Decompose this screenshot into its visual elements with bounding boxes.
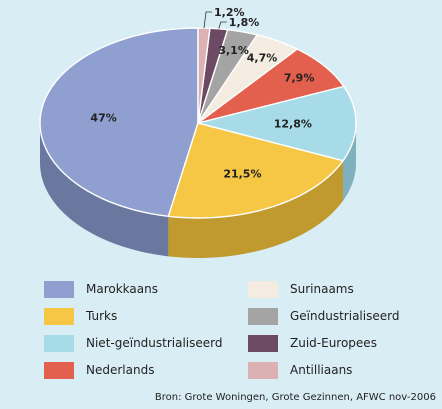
legend-item-zuid-europees: Zuid-Europees bbox=[248, 334, 377, 352]
legend-item-antilliaans: Antilliaans bbox=[248, 361, 352, 379]
slice-label-antilliaans: 1,2% bbox=[214, 6, 245, 19]
legend-swatch bbox=[44, 280, 74, 298]
legend-item-marokkaans: Marokkaans bbox=[44, 280, 158, 298]
legend-label: Geïndustrialiseerd bbox=[290, 309, 400, 323]
slice-labels: 47% 21,5% 12,8% 7,9% 4,7%3,1% 1,8%1,2% bbox=[90, 6, 314, 180]
legend-swatch bbox=[44, 307, 74, 325]
slice-label-nederlands: 7,9% bbox=[284, 71, 315, 84]
slice-label-zuid-europees: 1,8% bbox=[229, 16, 260, 29]
legend-item-turks: Turks bbox=[44, 307, 117, 325]
legend-swatch bbox=[44, 334, 74, 352]
pie-slice-geindustrialiseerd bbox=[197, 28, 258, 124]
legend-label: Surinaams bbox=[290, 282, 354, 296]
pie-slices bbox=[39, 27, 357, 219]
legend-item-surinaams: Surinaams bbox=[248, 280, 354, 298]
legend-swatch bbox=[44, 361, 74, 379]
label-leaders bbox=[203, 11, 227, 29]
slice-label-geindustrialiseerd: 3,1% bbox=[218, 44, 249, 57]
legend-swatch bbox=[248, 334, 278, 352]
slice-label-marokkaans: 47% bbox=[90, 112, 116, 125]
leader-line-zuid-europees bbox=[218, 21, 227, 29]
legend-swatch bbox=[248, 307, 278, 325]
legend-swatch bbox=[248, 280, 278, 298]
pie-slice-nederlands bbox=[197, 48, 345, 124]
pie-slice-niet-geindustrialiseerd bbox=[197, 85, 357, 162]
pie-chart: 47% 21,5% 12,8% 7,9% 4,7%3,1% 1,8%1,2% bbox=[39, 6, 357, 258]
slice-label-surinaams: 4,7% bbox=[247, 52, 278, 65]
pie-slice-zuid-europees bbox=[197, 27, 229, 124]
legend-label: Nederlands bbox=[86, 363, 155, 377]
legend-label: Zuid-Europees bbox=[290, 336, 377, 350]
legend-swatch bbox=[248, 361, 278, 379]
legend-label: Turks bbox=[86, 309, 118, 323]
pie-slice-turks bbox=[167, 122, 344, 219]
legend-item-niet-geindustrialiseerd: Niet-geïndustrialiseerd bbox=[44, 334, 223, 352]
legend: Marokkaans Surinaams Turks Geïndustrialisee… bbox=[44, 280, 424, 390]
slice-label-turks: 21,5% bbox=[223, 167, 261, 180]
legend-item-geindustrialiseerd: Geïndustrialiseerd bbox=[248, 307, 399, 325]
pie-side-turks bbox=[168, 160, 344, 258]
source-note: Bron: Grote Woningen, Grote Gezinnen, AF… bbox=[154, 392, 436, 403]
leader-line-antilliaans bbox=[203, 11, 212, 29]
legend-item-nederlands: Nederlands bbox=[44, 361, 154, 379]
pie-side-marokkaans bbox=[40, 123, 169, 257]
legend-label: Niet-geïndustrialiseerd bbox=[86, 336, 223, 350]
legend-label: Antilliaans bbox=[290, 363, 353, 377]
pie-slice-surinaams bbox=[197, 34, 298, 124]
legend-label: Marokkaans bbox=[86, 282, 158, 296]
slice-label-niet-geindustrialiseerd: 12,8% bbox=[274, 117, 312, 130]
pie-slice-marokkaans bbox=[39, 27, 199, 218]
